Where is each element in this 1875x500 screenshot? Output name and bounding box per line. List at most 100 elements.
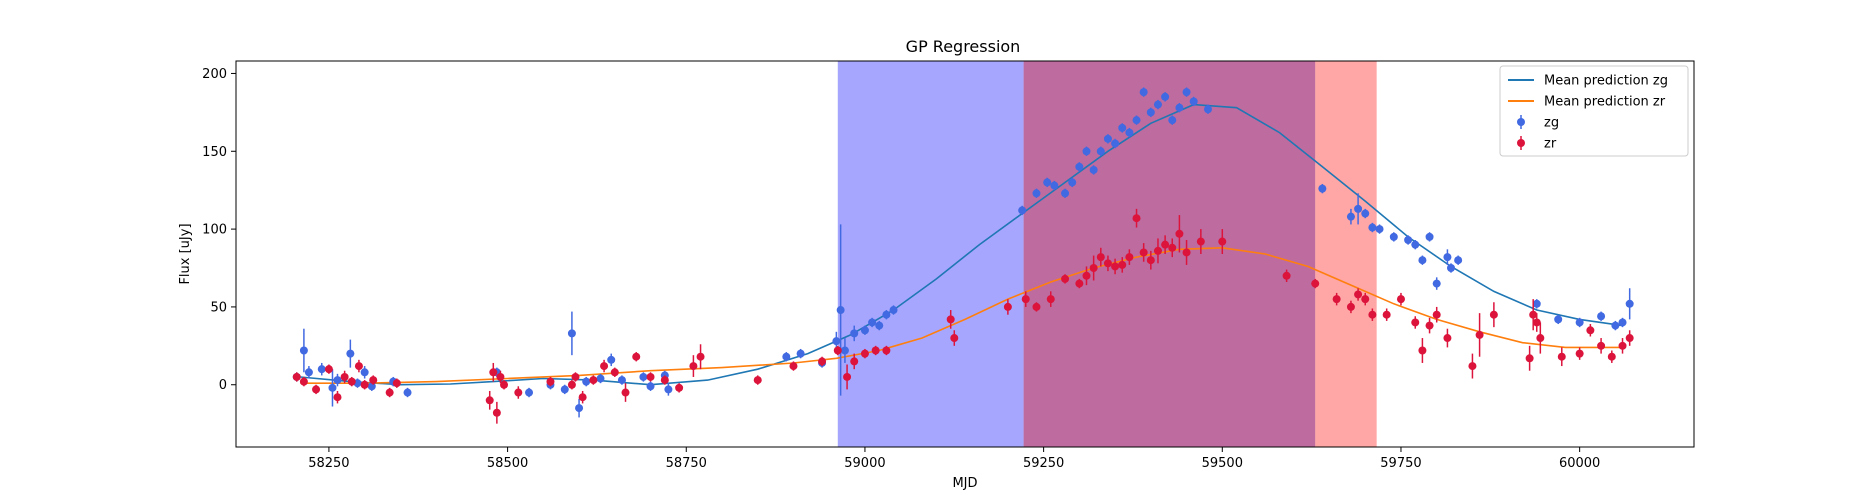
series-4-point bbox=[600, 359, 609, 373]
data-marker bbox=[328, 383, 337, 392]
series-4-point bbox=[1575, 347, 1584, 360]
data-marker bbox=[607, 355, 616, 364]
data-marker bbox=[596, 374, 605, 383]
series-4-point bbox=[818, 356, 827, 367]
series-3-point bbox=[1089, 165, 1098, 175]
data-marker bbox=[1625, 334, 1634, 343]
data-marker bbox=[1046, 295, 1055, 304]
data-marker bbox=[1475, 330, 1484, 339]
data-marker bbox=[1218, 237, 1227, 246]
data-marker bbox=[1103, 259, 1112, 268]
data-marker bbox=[1536, 334, 1545, 343]
data-marker bbox=[360, 368, 369, 377]
series-3-point bbox=[1389, 232, 1398, 242]
y-axis-ticks: 0 50 100 150 200 bbox=[202, 67, 236, 393]
data-marker bbox=[1050, 181, 1059, 190]
data-marker bbox=[1082, 271, 1091, 280]
data-marker bbox=[1361, 295, 1370, 304]
y-tick-label: 100 bbox=[202, 223, 227, 238]
data-marker bbox=[578, 393, 587, 402]
data-marker bbox=[833, 346, 842, 355]
data-marker bbox=[796, 349, 805, 358]
series-4-point bbox=[850, 353, 859, 370]
data-marker bbox=[1443, 253, 1452, 262]
data-marker bbox=[1525, 354, 1534, 363]
data-marker bbox=[1618, 341, 1627, 350]
data-marker bbox=[514, 388, 523, 397]
series-4-point bbox=[1139, 243, 1148, 262]
series-4-point bbox=[1354, 288, 1363, 301]
data-marker bbox=[1454, 256, 1463, 265]
series-4-point bbox=[1586, 324, 1595, 337]
data-marker bbox=[333, 376, 342, 385]
data-marker bbox=[1575, 318, 1584, 327]
data-marker bbox=[882, 346, 891, 355]
series-3-point bbox=[304, 366, 313, 379]
series-4-point bbox=[312, 384, 321, 395]
series-3-point bbox=[850, 325, 859, 342]
series-3-point bbox=[1075, 162, 1084, 172]
data-marker bbox=[1597, 341, 1606, 350]
series-3-point bbox=[317, 362, 326, 376]
series-4-point bbox=[1618, 338, 1627, 354]
series-3-point bbox=[1096, 146, 1105, 156]
data-marker bbox=[546, 377, 555, 386]
series-3-point bbox=[567, 311, 576, 356]
series-4-point bbox=[571, 372, 580, 382]
series-4-point bbox=[1597, 338, 1606, 354]
data-marker bbox=[1139, 88, 1148, 97]
data-marker bbox=[1161, 92, 1170, 101]
data-marker bbox=[1432, 310, 1441, 319]
series-3-point bbox=[840, 338, 849, 363]
series-4-point bbox=[696, 344, 705, 370]
series-4-point bbox=[340, 370, 349, 384]
data-marker bbox=[1389, 232, 1398, 241]
series-4-point bbox=[1282, 269, 1291, 283]
series-3-point bbox=[1111, 138, 1120, 149]
series-4-point bbox=[1075, 278, 1084, 289]
data-marker bbox=[333, 393, 342, 402]
series-3-point bbox=[1532, 299, 1541, 309]
series-4-point bbox=[632, 352, 641, 362]
data-marker bbox=[354, 362, 363, 371]
series-4-point bbox=[1021, 291, 1030, 307]
series-3-point bbox=[328, 369, 337, 407]
series-3-point bbox=[646, 381, 655, 391]
series-4-point bbox=[347, 376, 356, 387]
x-axis-ticks: 58250 58500 58750 59000 59250 59500 59750 60000 bbox=[308, 447, 1600, 471]
series-3-point bbox=[1018, 205, 1027, 216]
series-4-point bbox=[1529, 299, 1538, 331]
data-marker bbox=[317, 365, 326, 374]
series-3-point bbox=[1082, 146, 1091, 156]
series-3-point bbox=[1175, 103, 1184, 113]
data-marker bbox=[1146, 256, 1155, 265]
series-3-point bbox=[1575, 317, 1584, 328]
data-marker bbox=[1382, 310, 1391, 319]
data-marker bbox=[1082, 147, 1091, 156]
data-marker bbox=[567, 380, 576, 389]
data-marker bbox=[850, 329, 859, 338]
series-line-2 bbox=[300, 246, 1623, 384]
data-marker bbox=[1425, 321, 1434, 330]
data-marker bbox=[1103, 134, 1112, 143]
series-4-point bbox=[1607, 350, 1616, 363]
data-marker bbox=[675, 383, 684, 392]
shaded-regions bbox=[837, 61, 1377, 447]
data-marker bbox=[646, 382, 655, 391]
data-marker bbox=[753, 376, 762, 385]
series-4-point bbox=[1468, 353, 1477, 379]
data-marker bbox=[312, 385, 321, 394]
data-marker bbox=[500, 380, 509, 389]
data-marker bbox=[582, 377, 591, 386]
data-marker bbox=[1175, 229, 1184, 238]
y-axis-label: Flux [uJy] bbox=[178, 223, 193, 284]
series-4-point bbox=[646, 372, 655, 382]
data-marker bbox=[882, 310, 891, 319]
legend: Mean prediction zg Mean prediction zr zg zr bbox=[1499, 65, 1689, 157]
data-marker bbox=[1153, 100, 1162, 109]
series-4-point bbox=[546, 376, 555, 387]
series-3-point bbox=[1611, 320, 1620, 331]
data-marker bbox=[871, 346, 880, 355]
data-marker bbox=[1557, 352, 1566, 361]
data-marker bbox=[1554, 315, 1563, 324]
